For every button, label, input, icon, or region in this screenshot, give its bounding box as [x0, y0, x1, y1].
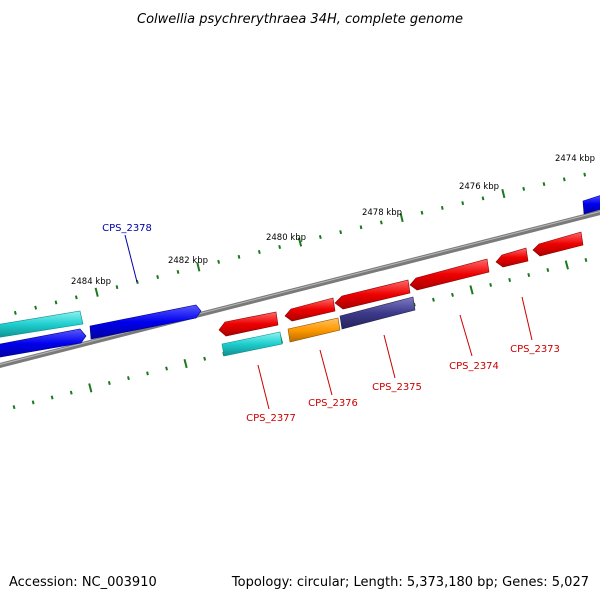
genome-backbone	[0, 209, 600, 369]
tick-label-2478: 2478 kbp	[362, 208, 402, 218]
gene-cyan-left-feature[interactable]	[0, 310, 84, 338]
tick-label-2474: 2474 kbp	[555, 154, 595, 164]
gene-blue-right-feature[interactable]	[582, 194, 600, 215]
outer-ring-minor-tick	[379, 220, 383, 225]
gene-label-cps-2373[interactable]: CPS_2373	[510, 344, 560, 355]
outer-ring-major-tick	[399, 212, 404, 223]
outer-ring-minor-tick	[583, 172, 587, 177]
inner-ring-minor-tick	[12, 405, 16, 410]
gene-cps-2378-feature[interactable]	[89, 304, 202, 340]
gene-label-cps-2374[interactable]: CPS_2374	[449, 361, 499, 372]
tick-label-2480: 2480 kbp	[266, 233, 306, 243]
outer-ring-major-tick	[196, 262, 201, 272]
outer-ring-major-tick	[297, 237, 303, 247]
forward-strand-features	[0, 194, 600, 358]
inner-ring-minor-tick	[50, 395, 54, 400]
gene-label-cps-2376[interactable]: CPS_2376	[308, 398, 358, 409]
outer-ring-minor-tick	[420, 210, 424, 215]
outer-tick-ring	[13, 172, 587, 315]
outer-ring-minor-tick	[359, 225, 363, 230]
outer-ring-minor-tick	[481, 196, 485, 201]
label-leader-lines	[124, 234, 533, 410]
reverse-strand-features	[218, 231, 584, 357]
outer-ring-minor-tick	[237, 254, 241, 259]
gene-cps-2374-feature[interactable]	[409, 258, 490, 291]
outer-ring-minor-tick	[257, 249, 261, 254]
inner-ring-major-tick	[564, 260, 569, 270]
gene-label-cps-2375[interactable]: CPS_2375	[372, 382, 422, 393]
outer-ring-minor-tick	[461, 201, 465, 206]
inner-ring-minor-tick	[508, 277, 512, 282]
outer-ring-minor-tick	[440, 205, 444, 210]
inner-ring-minor-tick	[146, 371, 149, 376]
tick-label-2482: 2482 kbp	[168, 256, 208, 266]
inner-ring-major-tick	[88, 383, 93, 393]
inner-ring-minor-tick	[451, 292, 454, 297]
map-title: Colwellia psychrerythraea 34H, complete …	[137, 12, 463, 27]
genome-summary-text: Topology: circular; Length: 5,373,180 bp…	[231, 575, 589, 590]
outer-ring-minor-tick	[176, 269, 180, 274]
inner-ring-minor-tick	[31, 400, 35, 405]
gene-cps-2377-neighbor-feature[interactable]	[218, 311, 279, 337]
inner-ring-minor-tick	[432, 297, 435, 302]
outer-ring-minor-tick	[74, 295, 78, 300]
outer-ring-major-tick	[94, 287, 99, 297]
outer-ring-minor-tick	[562, 177, 566, 182]
inner-ring-minor-tick	[127, 376, 130, 381]
inner-ring-minor-tick	[546, 267, 550, 272]
outer-ring-minor-tick	[54, 300, 58, 305]
outer-ring-major-tick	[501, 188, 506, 199]
outer-ring-minor-tick	[156, 274, 160, 279]
outer-ring-minor-tick	[217, 259, 221, 264]
accession-text: Accession: NC_003910	[9, 575, 157, 590]
gene-blue-left-feature[interactable]	[0, 328, 87, 358]
gene-label-cps-2377[interactable]: CPS_2377	[246, 413, 296, 424]
gene-red-a-feature[interactable]	[284, 297, 336, 322]
outer-ring-minor-tick	[318, 235, 322, 240]
inner-ring-major-tick	[183, 358, 188, 369]
gene-cps-2376-feature[interactable]	[287, 317, 341, 343]
inner-ring-minor-tick	[489, 282, 493, 287]
outer-ring-minor-tick	[542, 182, 546, 187]
gene-cps-2375-feature[interactable]	[339, 296, 416, 330]
tick-label-2484: 2484 kbp	[71, 277, 111, 287]
gene-red-right-feature[interactable]	[532, 231, 584, 257]
genome-backbone-highlight	[0, 211, 600, 365]
outer-ring-minor-tick	[278, 244, 282, 249]
inner-ring-minor-tick	[584, 258, 588, 262]
inner-ring-minor-tick	[69, 390, 73, 395]
inner-ring-minor-tick	[527, 272, 531, 277]
inner-ring-minor-tick	[203, 356, 207, 361]
gene-cps-2377-feature[interactable]	[221, 331, 283, 357]
gene-cps-2373-feature[interactable]	[495, 247, 529, 268]
gene-label-cps-2378[interactable]: CPS_2378	[102, 223, 152, 234]
outer-ring-minor-tick	[34, 305, 38, 310]
gene-red-b-feature[interactable]	[334, 279, 411, 310]
inner-ring-major-tick	[469, 285, 474, 295]
outer-ring-minor-tick	[13, 310, 17, 315]
outer-ring-minor-tick	[115, 285, 119, 290]
inner-ring-minor-tick	[165, 366, 168, 371]
outer-ring-minor-tick	[522, 186, 526, 191]
outer-ring-minor-tick	[339, 230, 343, 235]
tick-label-2476: 2476 kbp	[459, 182, 499, 192]
inner-ring-minor-tick	[107, 381, 111, 386]
